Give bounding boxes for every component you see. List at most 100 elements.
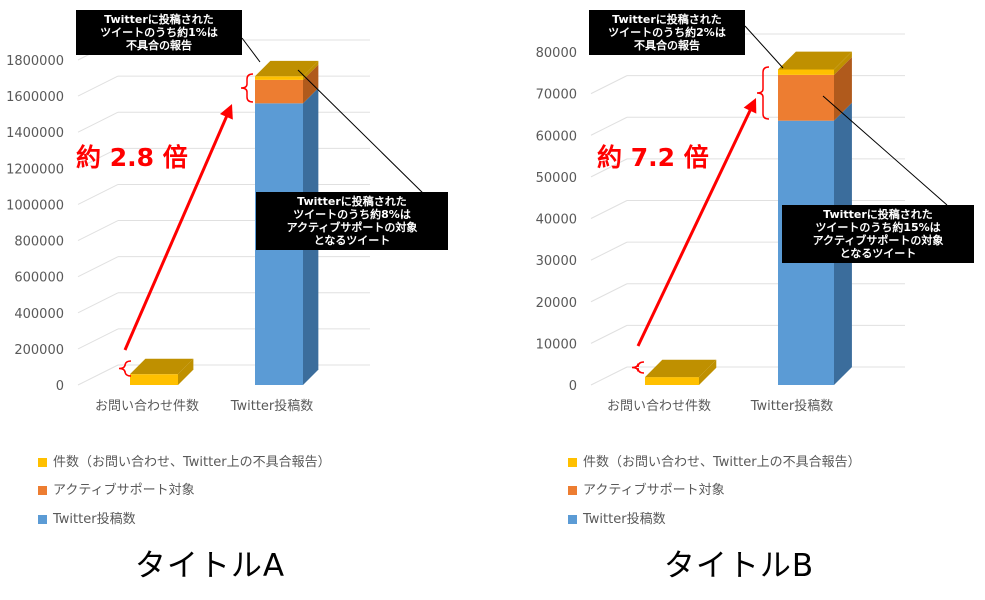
callout-mid-a-line3: アクティブサポートの対象: [286, 221, 418, 234]
y-tick-label-b: 10000: [536, 337, 577, 352]
legend-label-twitter-b: Twitter投稿数: [583, 512, 666, 527]
callout-mid-b-line2: ツイートのうち約15%は: [815, 221, 941, 234]
y-tick-label-a: 200000: [14, 343, 64, 358]
callout-mid-a: Twitterに投稿された ツイートのうち約8%は アクティブサポートの対象 と…: [256, 192, 448, 250]
category-label-b: Twitter投稿数: [750, 398, 834, 414]
callout-top-a-line1: Twitterに投稿された: [104, 13, 214, 26]
bar-a: [255, 79, 303, 104]
bar-side-b: [834, 56, 852, 121]
legend-label-twitter-a: Twitter投稿数: [53, 512, 136, 527]
legend-swatch-active-b: [568, 486, 577, 495]
category-label-a: お問い合わせ件数: [95, 399, 199, 414]
bar-side-a: [303, 60, 319, 80]
callout-leader-a: [241, 37, 261, 63]
legend-item-twitter-a: Twitter投稿数: [38, 508, 136, 527]
brace-a: [118, 360, 132, 377]
callout-mid-a-line1: Twitterに投稿された: [297, 195, 407, 208]
growth-arrow-b: [636, 104, 754, 347]
chart-b-svg: 0 10000 20000 30000 40000 50000 60000 70000 8000…: [536, 25, 948, 414]
y-tick-label-b: 30000: [536, 254, 577, 269]
y-tick-label-b: 70000: [536, 88, 577, 103]
bar-a: [255, 76, 303, 80]
gridline-depth-a: [77, 75, 119, 97]
callout-top-a-line2: ツイートのうち約1%は: [100, 26, 218, 39]
bar-top-a: [130, 358, 194, 375]
bar-side-b: [834, 51, 852, 75]
bar-top-a: [255, 60, 319, 77]
bar-top-b: [778, 51, 852, 70]
panel-title-a: タイトルA: [134, 548, 286, 584]
y-tick-label-b: 60000: [536, 129, 577, 144]
category-label-a: Twitter投稿数: [230, 398, 314, 414]
growth-arrow-head-a: [219, 104, 233, 120]
callout-leader-b: [744, 25, 784, 69]
gridline-depth-b: [590, 324, 628, 344]
y-tick-label-b: 0: [569, 379, 577, 394]
callout-top-b: Twitterに投稿された ツイートのうち約2%は 不具合の報告: [589, 10, 745, 55]
panel-title-b: タイトルB: [663, 548, 815, 584]
gridline-depth-a: [77, 256, 119, 278]
legend-item-count-b: 件数（お問い合わせ、Twitter上の不具合報告）: [568, 451, 861, 470]
chart-panel-b: 0 10000 20000 30000 40000 50000 60000 70000 8000…: [493, 0, 985, 600]
bar-b: [778, 69, 834, 75]
bar-a: [130, 374, 178, 385]
brace-a: [240, 73, 254, 103]
bar-top-b: [645, 359, 717, 378]
legend-item-count-a: 件数（お問い合わせ、Twitter上の不具合報告）: [38, 451, 331, 470]
y-tick-label-a: 400000: [14, 307, 64, 322]
legend-swatch-active-a: [38, 486, 47, 495]
bar-side-b: [699, 359, 717, 385]
chart-panel-a: 0 200000 400000 600000 800000 1000000 1200000 1…: [0, 0, 492, 600]
gridline-depth-b: [590, 200, 628, 219]
y-tick-label-a: 0: [56, 379, 64, 394]
legend-label-active-b: アクティブサポート対象: [583, 483, 725, 498]
legend-label-active-a: アクティブサポート対象: [53, 483, 195, 498]
callout-mid-b-line3: アクティブサポートの対象: [812, 234, 944, 247]
callout-mid-a-line2: ツイートのうち約8%は: [293, 208, 411, 221]
legend-swatch-count-a: [38, 458, 47, 467]
gridline-depth-a: [77, 111, 119, 133]
ratio-label-a: 約 2.8 倍: [76, 143, 188, 172]
legend-label-count-a: 件数（お問い合わせ、Twitter上の不具合報告）: [53, 455, 331, 470]
callout-leader-a: [297, 69, 431, 201]
callout-top-a: Twitterに投稿された ツイートのうち約1%は 不具合の報告: [76, 10, 242, 55]
gridline-depth-a: [77, 147, 119, 169]
callout-top-a-line3: 不具合の報告: [126, 39, 192, 52]
y-tick-label-a: 1000000: [6, 198, 64, 213]
brace-b: [756, 66, 770, 120]
callout-mid-a-line4: となるツイート: [313, 234, 391, 247]
gridline-depth-b: [590, 158, 628, 178]
y-tick-label-b: 80000: [536, 46, 577, 61]
gridline-depth-a: [77, 220, 119, 242]
callout-top-b-line3: 不具合の報告: [634, 39, 700, 52]
growth-arrow-head-b: [743, 98, 757, 114]
ratio-label-b: 約 7.2 倍: [597, 143, 709, 172]
legend-swatch-count-b: [568, 458, 577, 467]
gridline-depth-b: [590, 75, 628, 95]
y-tick-label-b: 40000: [536, 213, 577, 228]
gridline-depth-a: [77, 364, 119, 386]
y-tick-label-a: 1400000: [6, 126, 64, 141]
y-tick-label-a: 600000: [14, 271, 64, 286]
callout-leader-b: [822, 95, 948, 206]
growth-arrow-a: [123, 110, 231, 351]
legend-swatch-twitter-a: [38, 515, 47, 524]
category-label-b: お問い合わせ件数: [607, 399, 711, 414]
y-tick-label-b: 50000: [536, 171, 577, 186]
gridline-depth-b: [590, 241, 628, 261]
y-tick-label-a: 1800000: [6, 54, 64, 69]
gridline-depth-a: [77, 183, 119, 205]
legend-label-count-b: 件数（お問い合わせ、Twitter上の不具合報告）: [583, 455, 861, 470]
legend-item-twitter-b: Twitter投稿数: [568, 508, 666, 527]
callout-mid-b: Twitterに投稿された ツイートのうち約15%は アクティブサポートの対象 …: [782, 205, 974, 263]
gridline-depth-a: [77, 328, 119, 350]
bar-side-a: [303, 64, 319, 104]
legend-item-active-a: アクティブサポート対象: [38, 479, 195, 498]
brace-b: [631, 361, 645, 374]
gridline-depth-b: [590, 366, 628, 386]
gridline-depth-a: [77, 292, 119, 314]
callout-top-b-line1: Twitterに投稿された: [612, 13, 722, 26]
callout-mid-b-line4: となるツイート: [839, 247, 917, 260]
legend-swatch-twitter-b: [568, 515, 577, 524]
y-tick-label-a: 1200000: [6, 162, 64, 177]
